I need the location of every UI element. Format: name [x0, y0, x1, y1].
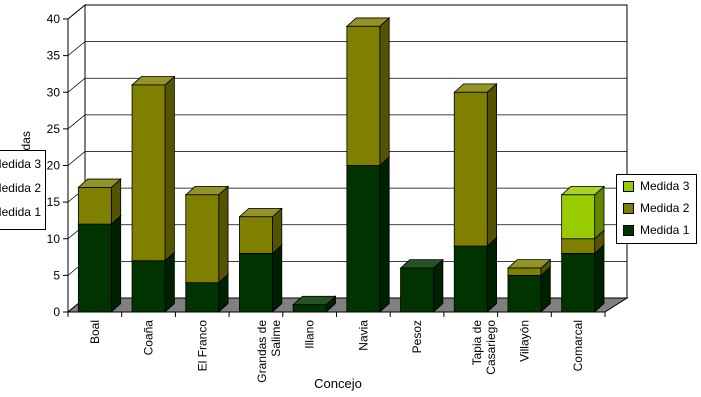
y-tick-label: 20 — [47, 159, 61, 173]
legend-item-medida-2: Medida 2 — [623, 201, 689, 215]
gridline — [67, 151, 627, 166]
bar-medida-2 — [346, 25, 381, 166]
bar-medida-2 — [77, 187, 112, 225]
bar-medida-1 — [239, 252, 273, 313]
bar-side — [110, 214, 122, 313]
bar-stack — [506, 258, 552, 313]
bar-stack — [131, 75, 176, 313]
bar-medida-1 — [77, 223, 112, 313]
bar-medida-1 — [400, 267, 434, 313]
x-tick-label: Navia — [356, 320, 370, 351]
bar-medida-2 — [507, 267, 542, 276]
bar-medida-3 — [561, 194, 596, 240]
x-tick-label-line: Casariego — [484, 320, 498, 375]
gridline — [67, 41, 627, 56]
y-tick-label: 10 — [47, 232, 61, 246]
bar-medida-1 — [292, 304, 327, 313]
y-tick-label: 35 — [47, 49, 61, 63]
bar-stack — [453, 82, 498, 313]
bar-side — [594, 185, 605, 240]
bar-medida-1 — [561, 252, 596, 313]
ghost-legend: Medida 3 Medida 2 Medida 1 — [0, 150, 46, 230]
y-tick-label: 30 — [47, 85, 61, 99]
legend-label-medida-1: Medida 1 — [640, 223, 690, 237]
x-tick-label-line: Villayón — [517, 320, 531, 362]
bar-side — [486, 236, 498, 313]
bar-side — [486, 82, 498, 247]
bars — [77, 17, 606, 313]
x-tick-label-line: Coaña — [142, 320, 156, 356]
bar-medida-1 — [346, 165, 381, 313]
x-tick-label: El Franco — [195, 320, 209, 372]
bar-medida-1 — [185, 282, 220, 313]
bar-medida-2 — [561, 238, 596, 254]
ghost-legend-item-1: Medida 3 — [0, 157, 41, 171]
bar-medida-2 — [131, 84, 166, 262]
bar-side — [433, 258, 444, 313]
x-tick-label-line: Illano — [303, 320, 317, 349]
bar-side — [164, 251, 175, 313]
bar-stack — [292, 295, 337, 313]
bar-stack — [399, 258, 444, 313]
legend-label-medida-3: Medida 3 — [640, 179, 690, 193]
bar-side — [164, 75, 175, 262]
ghost-legend-item-3: Medida 1 — [0, 205, 41, 219]
bar-stack — [560, 185, 606, 313]
x-tick-label-line: Navia — [356, 320, 370, 351]
x-tick-label-line: Grandas de — [255, 320, 269, 383]
x-tick-label: Tapia deCasariego — [470, 320, 498, 375]
x-tick-label: Villayón — [517, 320, 531, 362]
legend-swatch-medida-2 — [623, 202, 634, 214]
x-tick-label: Pesoz — [410, 320, 424, 353]
gridline — [67, 4, 627, 20]
x-tick-label: Comarcal — [571, 320, 585, 371]
x-tick-label-line: Pesoz — [410, 320, 424, 353]
x-tick-label: Grandas deSalime — [255, 320, 283, 383]
bar-stack — [345, 17, 391, 313]
legend-item-medida-1: Medida 1 — [623, 223, 689, 237]
bar-medida-2 — [453, 91, 488, 247]
x-tick-label-line: Tapia de — [470, 320, 484, 366]
bar-stack — [238, 207, 283, 313]
y-tick-label: 40 — [47, 12, 61, 26]
bar-medida-1 — [507, 274, 542, 313]
legend: Medida 3 Medida 2 Medida 1 — [616, 174, 697, 244]
x-tick-label-line: El Franco — [195, 320, 209, 372]
bar-medida-2 — [239, 216, 273, 254]
gridline — [67, 114, 627, 130]
x-tick-label: Boal — [88, 320, 102, 344]
bar-medida-1 — [131, 260, 166, 313]
y-tick-label: 5 — [53, 268, 60, 282]
legend-swatch-medida-3 — [623, 180, 634, 192]
legend-swatch-medida-1 — [623, 224, 634, 236]
legend-item-medida-3: Medida 3 — [623, 179, 689, 193]
legend-label-medida-2: Medida 2 — [640, 201, 690, 215]
y-tick-label: 15 — [47, 195, 61, 209]
bar-stack — [77, 178, 122, 313]
x-tick-label-line: Comarcal — [571, 320, 585, 371]
bar-side — [379, 17, 390, 167]
bar-side — [379, 156, 390, 313]
x-tick-label: Coaña — [142, 320, 156, 356]
bar-stack — [184, 185, 230, 313]
x-tick-label-line: Boal — [88, 320, 102, 344]
tick-labels: 0 5 10 15 20 25 30 35 40 Boal Coaña El Franco Granda… — [47, 12, 586, 383]
x-tick-label-line: Salime — [269, 320, 283, 357]
bar-side — [218, 185, 229, 284]
bar-side — [272, 244, 283, 313]
bar-side — [594, 244, 605, 313]
x-axis-label: Concejo — [314, 376, 362, 391]
x-tick-label: Illano — [303, 320, 317, 349]
ghost-legend-item-2: Medida 2 — [0, 181, 41, 195]
y-tick-label: 0 — [53, 305, 60, 319]
y-tick-label: 25 — [47, 122, 61, 136]
bar-medida-1 — [453, 245, 488, 313]
gridline — [67, 77, 627, 93]
bar-medida-2 — [185, 194, 220, 284]
